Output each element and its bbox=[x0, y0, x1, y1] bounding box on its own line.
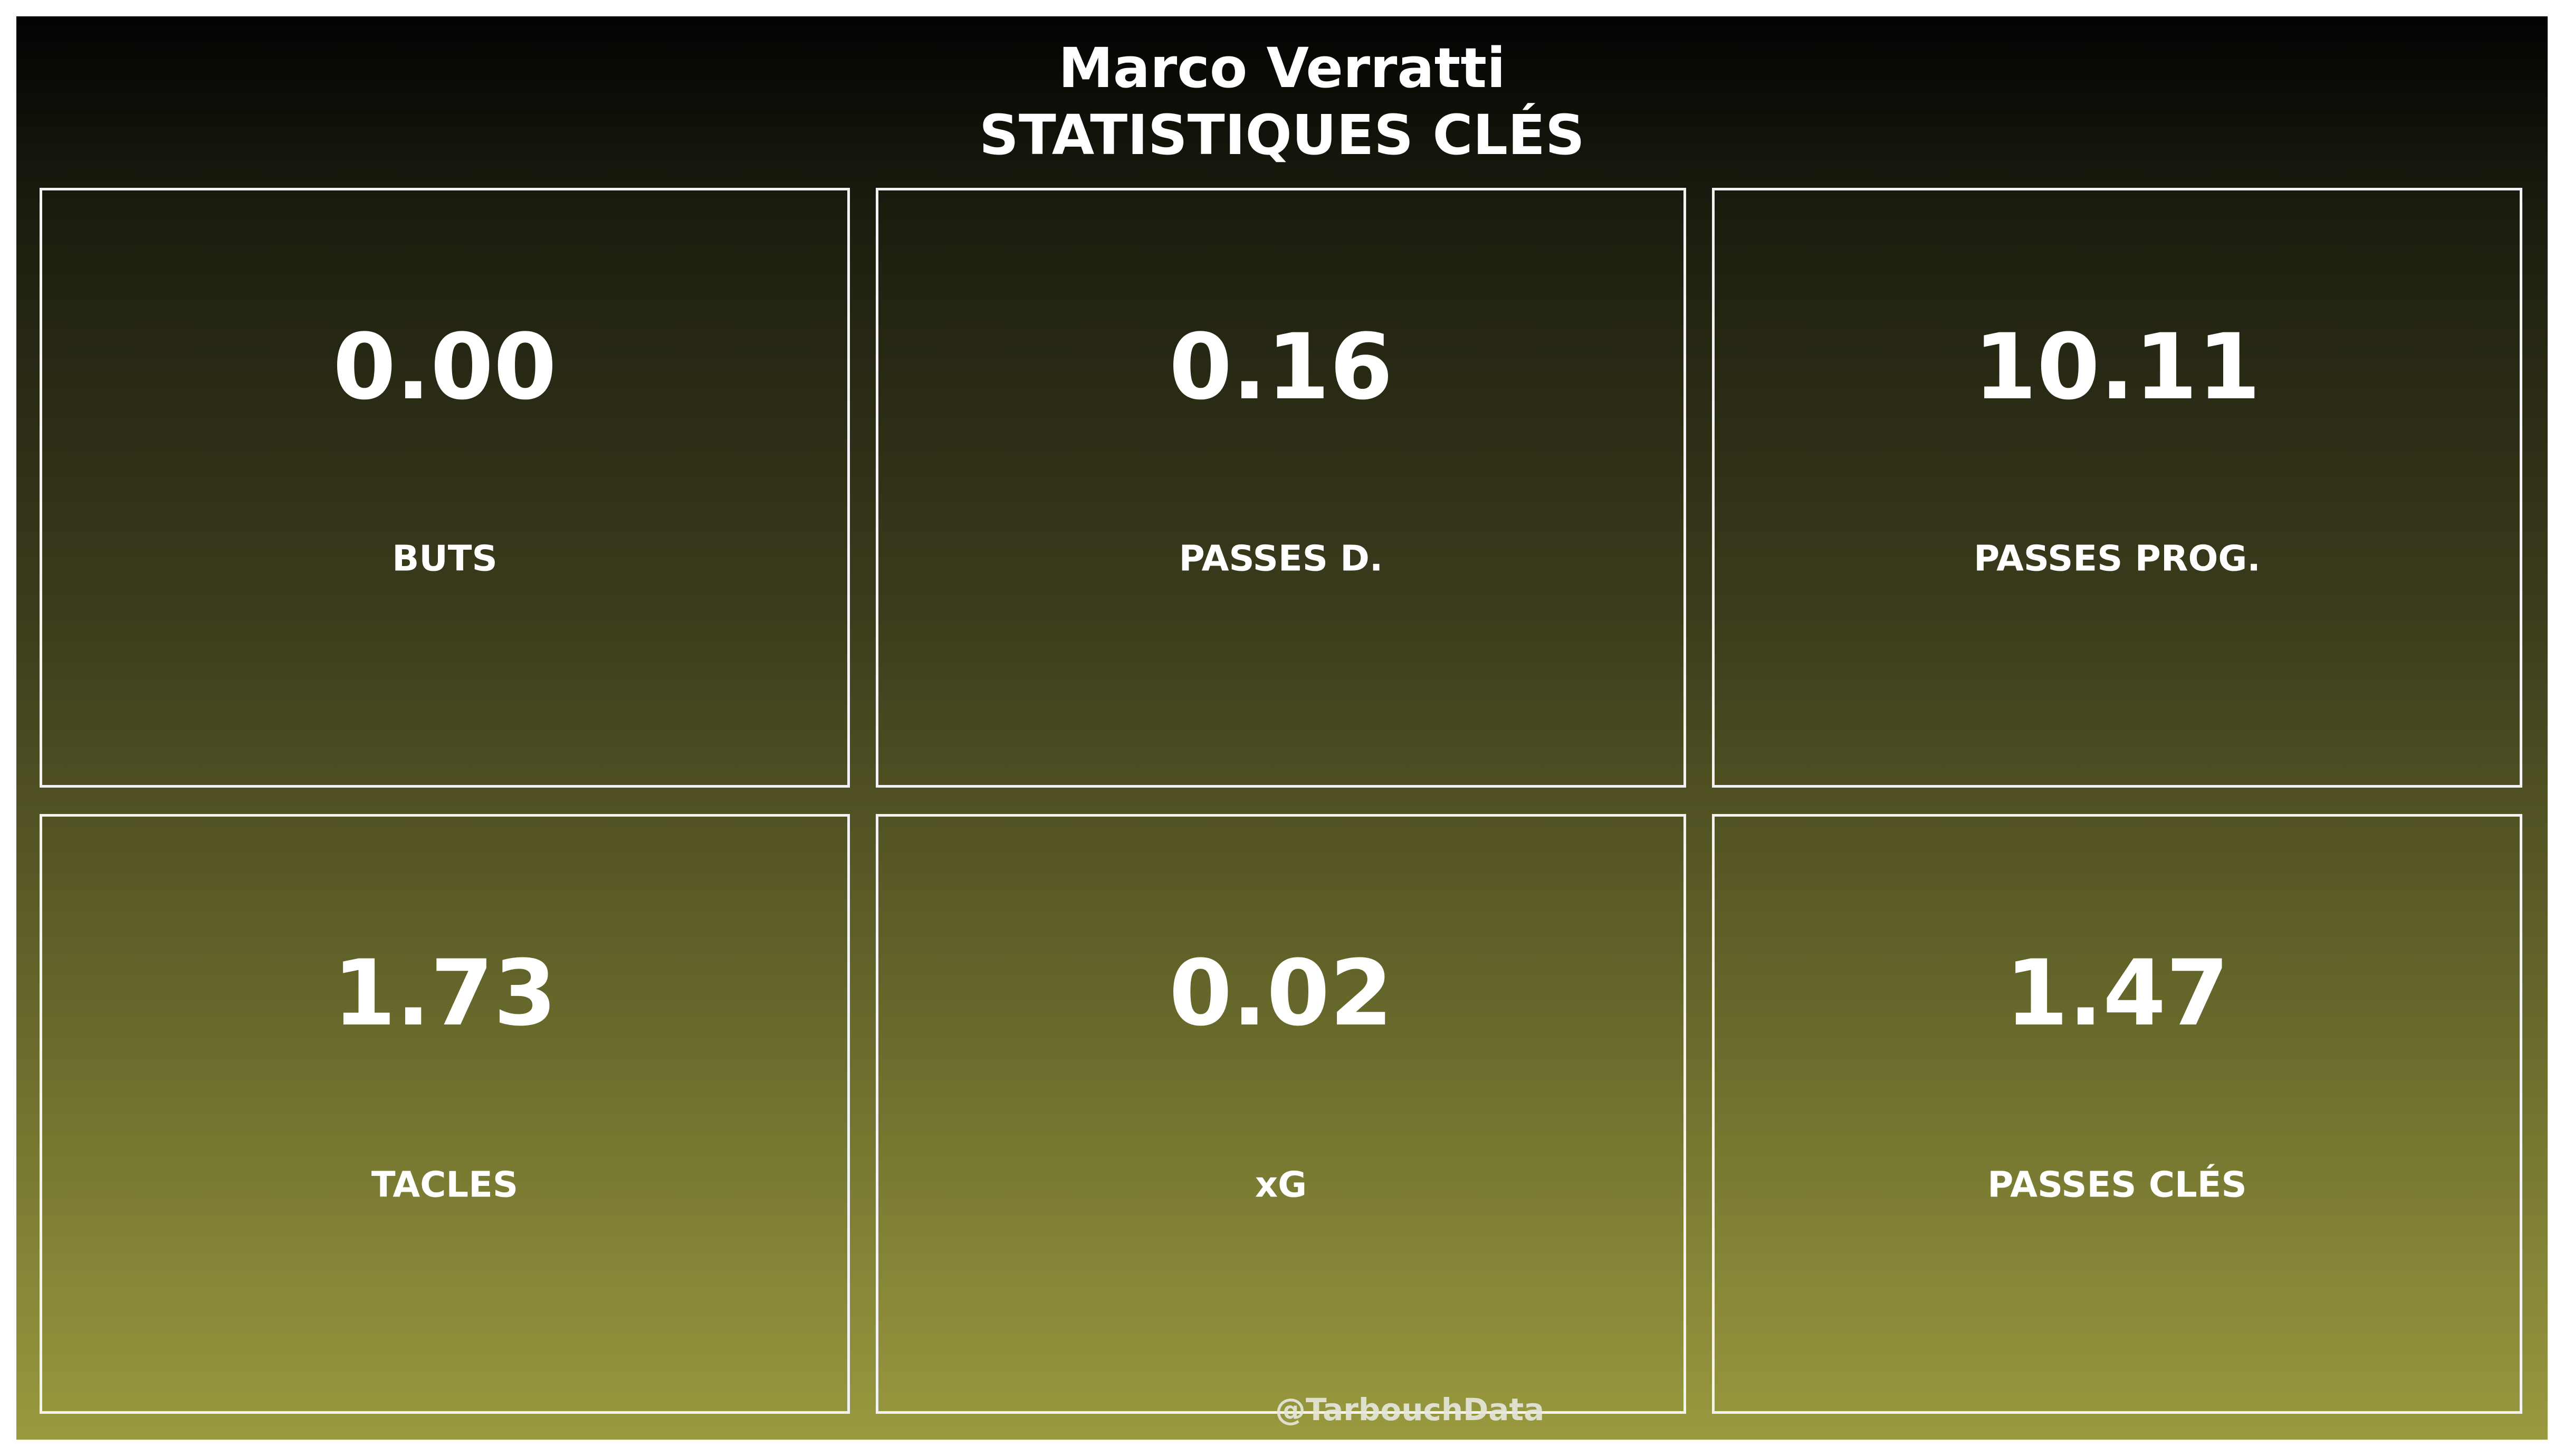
stat-value: 1.47 bbox=[2005, 940, 2230, 1046]
page-title: STATISTIQUES CLÉS bbox=[979, 103, 1585, 167]
player-name: Marco Verratti bbox=[1058, 36, 1506, 100]
watermark: @TarbouchData bbox=[1275, 1392, 1545, 1428]
stat-label: PASSES CLÉS bbox=[1987, 1164, 2247, 1205]
stat-label: PASSES PROG. bbox=[1974, 538, 2261, 579]
stat-label: BUTS bbox=[392, 538, 498, 579]
stat-card-key-passes: 1.47 PASSES CLÉS bbox=[1712, 814, 2522, 1414]
stat-card-assists: 0.16 PASSES D. bbox=[876, 188, 1686, 788]
stat-value: 0.00 bbox=[332, 314, 557, 420]
stat-value: 0.02 bbox=[1169, 940, 1393, 1046]
stat-value: 0.16 bbox=[1169, 314, 1393, 420]
stat-label: xG bbox=[1255, 1164, 1307, 1205]
stat-card-tackles: 1.73 TACLES bbox=[40, 814, 850, 1414]
stat-card-goals: 0.00 BUTS bbox=[40, 188, 850, 788]
stat-card-progressive-passes: 10.11 PASSES PROG. bbox=[1712, 188, 2522, 788]
stat-value: 10.11 bbox=[1973, 314, 2261, 420]
stat-value: 1.73 bbox=[332, 940, 557, 1046]
stat-card-xg: 0.02 xG bbox=[876, 814, 1686, 1414]
stat-label: PASSES D. bbox=[1179, 538, 1383, 579]
stats-panel: Marco Verratti STATISTIQUES CLÉS 0.00 BU… bbox=[16, 16, 2548, 1440]
stat-label: TACLES bbox=[371, 1164, 519, 1205]
